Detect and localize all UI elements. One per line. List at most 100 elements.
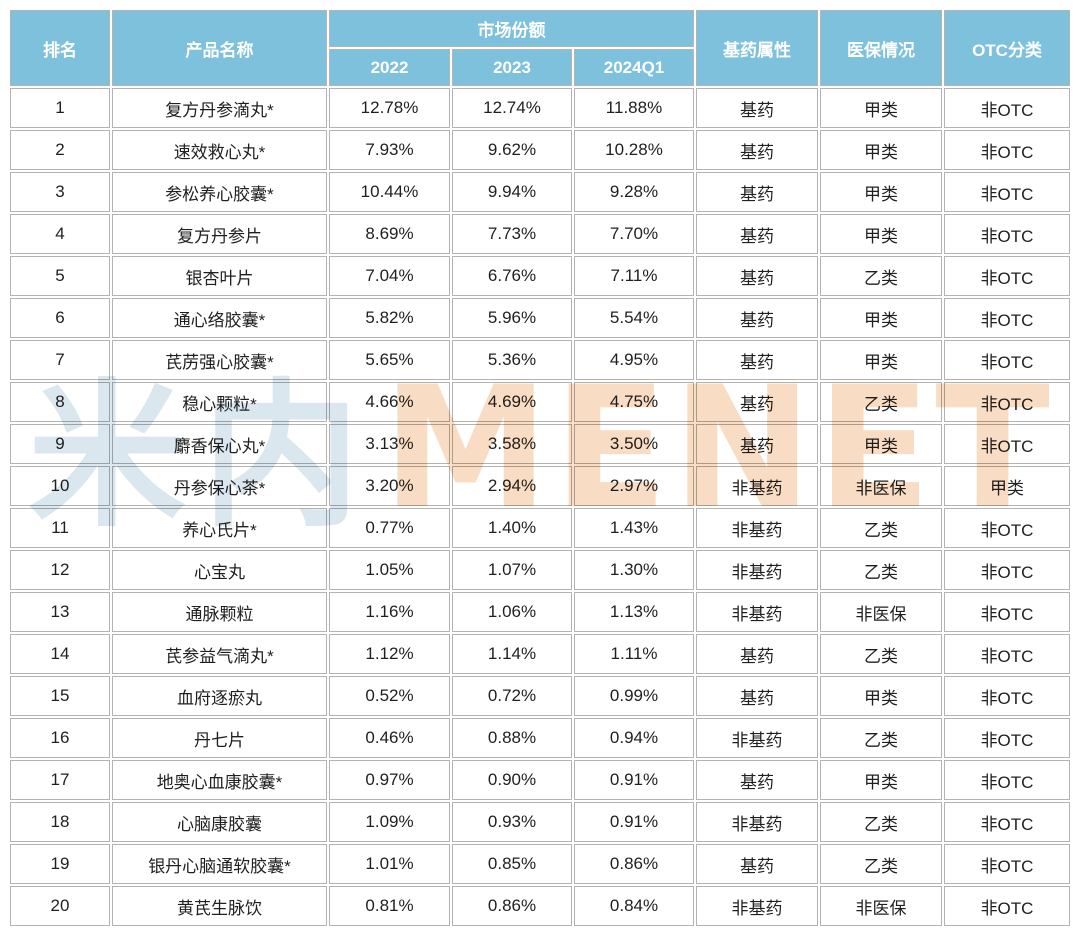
share-2022-cell: 5.65%	[329, 340, 450, 380]
otc-cell: 非OTC	[944, 424, 1071, 464]
table-row: 1 复方丹参滴丸* 12.78% 12.74% 11.88% 基药 甲类 非OT…	[10, 88, 1071, 128]
share-2024q1-cell: 10.28%	[574, 130, 695, 170]
otc-cell: 非OTC	[944, 382, 1071, 422]
insurance-cell: 甲类	[820, 424, 943, 464]
share-2022-cell: 0.77%	[329, 508, 450, 548]
insurance-cell: 乙类	[820, 550, 943, 590]
insurance-cell: 甲类	[820, 676, 943, 716]
product-name-cell: 银杏叶片	[112, 256, 327, 296]
share-2024q1-cell: 1.11%	[574, 634, 695, 674]
share-2022-cell: 0.52%	[329, 676, 450, 716]
otc-cell: 非OTC	[944, 256, 1071, 296]
product-name-cell: 芪参益气滴丸*	[112, 634, 327, 674]
otc-cell: 非OTC	[944, 214, 1071, 254]
share-2022-cell: 1.12%	[329, 634, 450, 674]
product-name-cell: 通心络胶囊*	[112, 298, 327, 338]
otc-cell: 非OTC	[944, 88, 1071, 128]
essential-drug-cell: 非基药	[696, 550, 819, 590]
otc-cell: 非OTC	[944, 340, 1071, 380]
share-2023-cell: 1.07%	[452, 550, 572, 590]
share-2023-cell: 4.69%	[452, 382, 572, 422]
share-2022-cell: 8.69%	[329, 214, 450, 254]
otc-cell: 非OTC	[944, 718, 1071, 758]
share-2024q1-cell: 1.30%	[574, 550, 695, 590]
rank-cell: 17	[10, 760, 110, 800]
insurance-cell: 非医保	[820, 886, 943, 926]
share-2024q1-cell: 1.43%	[574, 508, 695, 548]
otc-cell: 非OTC	[944, 676, 1071, 716]
share-2023-cell: 0.72%	[452, 676, 572, 716]
otc-cell: 非OTC	[944, 634, 1071, 674]
table-row: 20 黄芪生脉饮 0.81% 0.86% 0.84% 非基药 非医保 非OTC	[10, 886, 1071, 926]
table-row: 3 参松养心胶囊* 10.44% 9.94% 9.28% 基药 甲类 非OTC	[10, 172, 1071, 212]
insurance-cell: 甲类	[820, 130, 943, 170]
insurance-cell: 乙类	[820, 718, 943, 758]
share-2023-cell: 1.06%	[452, 592, 572, 632]
share-2023-cell: 9.62%	[452, 130, 572, 170]
table-row: 5 银杏叶片 7.04% 6.76% 7.11% 基药 乙类 非OTC	[10, 256, 1071, 296]
otc-cell: 非OTC	[944, 844, 1071, 884]
rank-cell: 13	[10, 592, 110, 632]
share-2022-cell: 10.44%	[329, 172, 450, 212]
rank-header: 排名	[10, 10, 110, 86]
essential-drug-cell: 非基药	[696, 802, 819, 842]
insurance-cell: 甲类	[820, 298, 943, 338]
table-row: 4 复方丹参片 8.69% 7.73% 7.70% 基药 甲类 非OTC	[10, 214, 1071, 254]
share-2022-cell: 0.97%	[329, 760, 450, 800]
rank-cell: 12	[10, 550, 110, 590]
share-2023-cell: 3.58%	[452, 424, 572, 464]
otc-cell: 非OTC	[944, 130, 1071, 170]
table-row: 2 速效救心丸* 7.93% 9.62% 10.28% 基药 甲类 非OTC	[10, 130, 1071, 170]
share-2024q1-cell: 4.95%	[574, 340, 695, 380]
share-2024q1-cell: 0.91%	[574, 760, 695, 800]
share-2024q1-cell: 0.94%	[574, 718, 695, 758]
table-row: 11 养心氏片* 0.77% 1.40% 1.43% 非基药 乙类 非OTC	[10, 508, 1071, 548]
otc-cell: 非OTC	[944, 508, 1071, 548]
otc-cell: 非OTC	[944, 760, 1071, 800]
share-2024q1-cell: 0.86%	[574, 844, 695, 884]
rank-cell: 1	[10, 88, 110, 128]
essential-drug-cell: 基药	[696, 760, 819, 800]
product-name-cell: 银丹心脑通软胶囊*	[112, 844, 327, 884]
product-name-cell: 稳心颗粒*	[112, 382, 327, 422]
share-2024q1-cell: 5.54%	[574, 298, 695, 338]
essential-drug-cell: 基药	[696, 676, 819, 716]
table-row: 15 血府逐瘀丸 0.52% 0.72% 0.99% 基药 甲类 非OTC	[10, 676, 1071, 716]
product-name-cell: 复方丹参片	[112, 214, 327, 254]
rank-cell: 9	[10, 424, 110, 464]
insurance-header: 医保情况	[820, 10, 943, 86]
product-name-cell: 复方丹参滴丸*	[112, 88, 327, 128]
insurance-cell: 非医保	[820, 592, 943, 632]
share-2023-cell: 6.76%	[452, 256, 572, 296]
share-2022-cell: 1.05%	[329, 550, 450, 590]
rank-cell: 3	[10, 172, 110, 212]
product-name-cell: 丹七片	[112, 718, 327, 758]
table-row: 9 麝香保心丸* 3.13% 3.58% 3.50% 基药 甲类 非OTC	[10, 424, 1071, 464]
share-2023-cell: 12.74%	[452, 88, 572, 128]
otc-cell: 非OTC	[944, 298, 1071, 338]
otc-cell: 非OTC	[944, 550, 1071, 590]
share-2022-cell: 1.01%	[329, 844, 450, 884]
product-name-cell: 地奥心血康胶囊*	[112, 760, 327, 800]
insurance-cell: 甲类	[820, 172, 943, 212]
product-name-cell: 心脑康胶囊	[112, 802, 327, 842]
essential-drug-cell: 基药	[696, 844, 819, 884]
product-name-cell: 麝香保心丸*	[112, 424, 327, 464]
insurance-cell: 甲类	[820, 760, 943, 800]
market-share-table: 排名 产品名称 市场份额 基药属性 医保情况 OTC分类 2022 2023 2…	[8, 8, 1072, 928]
insurance-cell: 乙类	[820, 382, 943, 422]
essential-drug-cell: 基药	[696, 298, 819, 338]
share-2024q1-cell: 4.75%	[574, 382, 695, 422]
table-body: 1 复方丹参滴丸* 12.78% 12.74% 11.88% 基药 甲类 非OT…	[10, 88, 1071, 926]
share-2024q1-cell: 7.70%	[574, 214, 695, 254]
essential-drug-cell: 基药	[696, 214, 819, 254]
share-2022-cell: 5.82%	[329, 298, 450, 338]
insurance-cell: 乙类	[820, 508, 943, 548]
table-row: 17 地奥心血康胶囊* 0.97% 0.90% 0.91% 基药 甲类 非OTC	[10, 760, 1071, 800]
insurance-cell: 非医保	[820, 466, 943, 506]
essential-drug-cell: 非基药	[696, 718, 819, 758]
share-2024q1-cell: 0.99%	[574, 676, 695, 716]
share-2024q1-cell: 0.84%	[574, 886, 695, 926]
insurance-cell: 乙类	[820, 634, 943, 674]
product-name-header: 产品名称	[112, 10, 327, 86]
